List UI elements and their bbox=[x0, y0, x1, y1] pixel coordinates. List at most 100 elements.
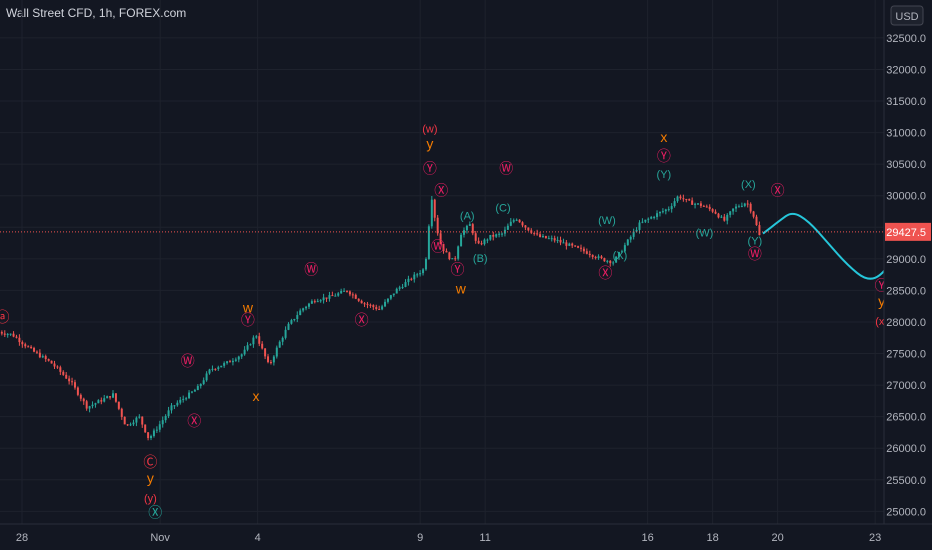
candle-body bbox=[515, 219, 518, 221]
candle-body bbox=[278, 341, 281, 348]
candle-body bbox=[135, 417, 138, 423]
wave-label: Ⓒ bbox=[143, 454, 157, 470]
candle-body bbox=[27, 346, 30, 348]
candle-body bbox=[112, 393, 114, 398]
candle-body bbox=[685, 198, 688, 200]
candle-body bbox=[483, 239, 486, 245]
wave-label: x bbox=[660, 129, 667, 145]
wave-label: Ⓦ bbox=[499, 161, 513, 177]
candle-body bbox=[114, 393, 117, 402]
candle-body bbox=[737, 206, 740, 208]
candle-body bbox=[21, 342, 24, 345]
candle-body bbox=[360, 300, 363, 304]
candle-body bbox=[726, 214, 729, 221]
candle-body bbox=[272, 356, 275, 363]
candle-body bbox=[711, 209, 714, 212]
candle-body bbox=[313, 301, 316, 303]
candle-body bbox=[150, 436, 153, 439]
candle-body bbox=[164, 416, 167, 421]
wave-label: (y) bbox=[144, 493, 157, 505]
candle-body bbox=[243, 349, 246, 355]
y-tick-label: 25500.0 bbox=[886, 475, 926, 487]
candle-body bbox=[489, 234, 492, 240]
candle-body bbox=[258, 336, 261, 344]
wave-label: Ⓧ bbox=[771, 183, 785, 199]
candle-body bbox=[436, 217, 439, 234]
candle-body bbox=[100, 400, 103, 402]
candle-body bbox=[460, 234, 463, 247]
candle-body bbox=[354, 294, 357, 299]
candle-body bbox=[188, 392, 191, 399]
wave-label: y bbox=[878, 293, 885, 309]
candle-body bbox=[498, 233, 501, 235]
candle-body bbox=[533, 232, 536, 234]
candle-body bbox=[585, 251, 588, 254]
x-tick-label: 28 bbox=[16, 532, 28, 544]
candle-body bbox=[141, 416, 144, 425]
x-tick-label: 23 bbox=[869, 532, 881, 544]
wave-label: (W) bbox=[696, 228, 714, 240]
candle-body bbox=[91, 404, 94, 407]
candle-body bbox=[6, 334, 9, 336]
candle-body bbox=[673, 201, 676, 207]
candle-body bbox=[644, 219, 647, 222]
candle-body bbox=[386, 298, 389, 302]
candle-body bbox=[231, 360, 234, 363]
wave-label: w bbox=[242, 300, 254, 316]
y-tick-label: 30000.0 bbox=[886, 191, 926, 203]
candle-body bbox=[389, 295, 392, 299]
candle-body bbox=[179, 399, 182, 403]
candle-body bbox=[234, 359, 237, 361]
wave-label: (w) bbox=[422, 124, 437, 136]
candle-body bbox=[609, 260, 612, 264]
candle-body bbox=[302, 308, 305, 311]
currency-label: USD bbox=[895, 11, 918, 23]
candle-body bbox=[562, 242, 565, 244]
candle-body bbox=[0, 332, 3, 334]
candle-body bbox=[246, 345, 249, 350]
candle-body bbox=[281, 337, 284, 342]
candle-body bbox=[82, 398, 85, 402]
candle-body bbox=[106, 396, 109, 399]
currency-badge bbox=[890, 5, 924, 26]
candle-body bbox=[623, 245, 626, 252]
candle-body bbox=[340, 290, 343, 294]
candle-body bbox=[147, 432, 150, 439]
candle-body bbox=[261, 343, 264, 349]
candle-body bbox=[240, 354, 243, 357]
candle-body bbox=[15, 336, 18, 338]
candle-body bbox=[746, 203, 749, 205]
candle-body bbox=[120, 408, 123, 417]
candle-body bbox=[591, 255, 594, 257]
candle-body bbox=[647, 218, 650, 220]
candle-body bbox=[214, 368, 217, 370]
wave-labels: ⓐⒸy(y)ⓍⓍⓌwⓎxⓌⓍ(w)yⓎⓍⓌ(A)(B)Ⓨw(C)Ⓦ(W)(X)Ⓧ… bbox=[0, 124, 889, 521]
candle-body bbox=[580, 247, 582, 249]
candle-body bbox=[372, 305, 375, 308]
wave-label: (X) bbox=[613, 250, 628, 262]
candle-body bbox=[217, 367, 220, 370]
y-tick-label: 25000.0 bbox=[886, 506, 926, 518]
candle-body bbox=[641, 221, 644, 223]
wave-label: (X) bbox=[741, 179, 756, 191]
candle-body bbox=[463, 230, 465, 235]
candle-body bbox=[41, 356, 44, 358]
candle-body bbox=[679, 196, 682, 199]
candle-body bbox=[305, 306, 308, 309]
candle-body bbox=[477, 240, 480, 244]
candle-body bbox=[3, 333, 6, 335]
candle-body bbox=[199, 383, 202, 387]
candle-body bbox=[740, 205, 743, 207]
candle-body bbox=[618, 252, 621, 257]
candle-body bbox=[208, 369, 211, 374]
candle-body bbox=[632, 231, 635, 237]
candle-body bbox=[697, 203, 699, 205]
candle-body bbox=[167, 410, 170, 417]
candle-body bbox=[126, 424, 129, 426]
candle-body bbox=[559, 239, 562, 243]
candle-body bbox=[398, 287, 401, 289]
candle-body bbox=[103, 398, 106, 402]
candle-body bbox=[539, 234, 542, 237]
candle-body bbox=[196, 386, 199, 391]
